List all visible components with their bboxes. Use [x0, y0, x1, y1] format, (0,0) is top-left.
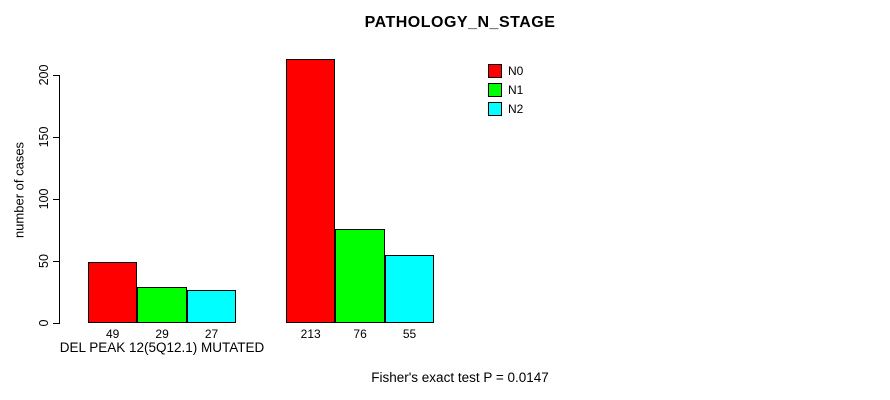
- legend-label: N1: [508, 83, 524, 97]
- bar-n1-group2: [335, 228, 385, 323]
- legend-item-n1: N1: [488, 83, 523, 97]
- bar-n1-group1: [137, 287, 187, 323]
- bar-value-label: 76: [353, 327, 367, 341]
- y-tick-mark: [53, 322, 60, 324]
- y-tick-label: 100: [37, 188, 51, 210]
- bar-value-label: 55: [402, 327, 417, 341]
- y-tick-label: 150: [37, 126, 51, 148]
- legend-swatch-icon: [488, 102, 502, 116]
- legend-label: N2: [508, 102, 524, 116]
- y-tick-label: 200: [37, 64, 51, 86]
- bar-n0-group2: [286, 58, 336, 323]
- y-tick-mark: [53, 198, 60, 200]
- legend-swatch-icon: [488, 64, 502, 78]
- y-axis-label: number of cases: [11, 141, 27, 239]
- bar-n2-group1: [186, 289, 237, 323]
- y-axis-line: [59, 75, 60, 324]
- bar-n0-group1: [88, 262, 138, 323]
- annotation-fisher-test: Fisher's exact test P = 0.0147: [371, 370, 549, 385]
- y-tick-label: 0: [37, 319, 51, 327]
- legend-swatch-icon: [488, 83, 502, 97]
- legend-item-n2: N2: [488, 102, 523, 116]
- legend-label: N0: [508, 64, 524, 78]
- y-tick-label: 50: [37, 254, 51, 268]
- legend-item-n0: N0: [488, 64, 523, 78]
- y-tick-mark: [53, 136, 60, 138]
- bar-value-label: 29: [155, 327, 169, 341]
- y-tick-mark: [53, 74, 60, 76]
- bar-value-label: 49: [106, 327, 120, 341]
- y-tick-mark: [53, 260, 60, 262]
- bar-n2-group2: [384, 254, 435, 323]
- legend: N0 N1 N2: [488, 64, 523, 121]
- bar-value-label: 213: [300, 327, 321, 341]
- bar-value-label: 27: [204, 327, 219, 341]
- chart-title: PATHOLOGY_N_STAGE: [364, 14, 556, 31]
- x-group-label: DEL PEAK 12(5Q12.1) MUTATED: [59, 340, 265, 355]
